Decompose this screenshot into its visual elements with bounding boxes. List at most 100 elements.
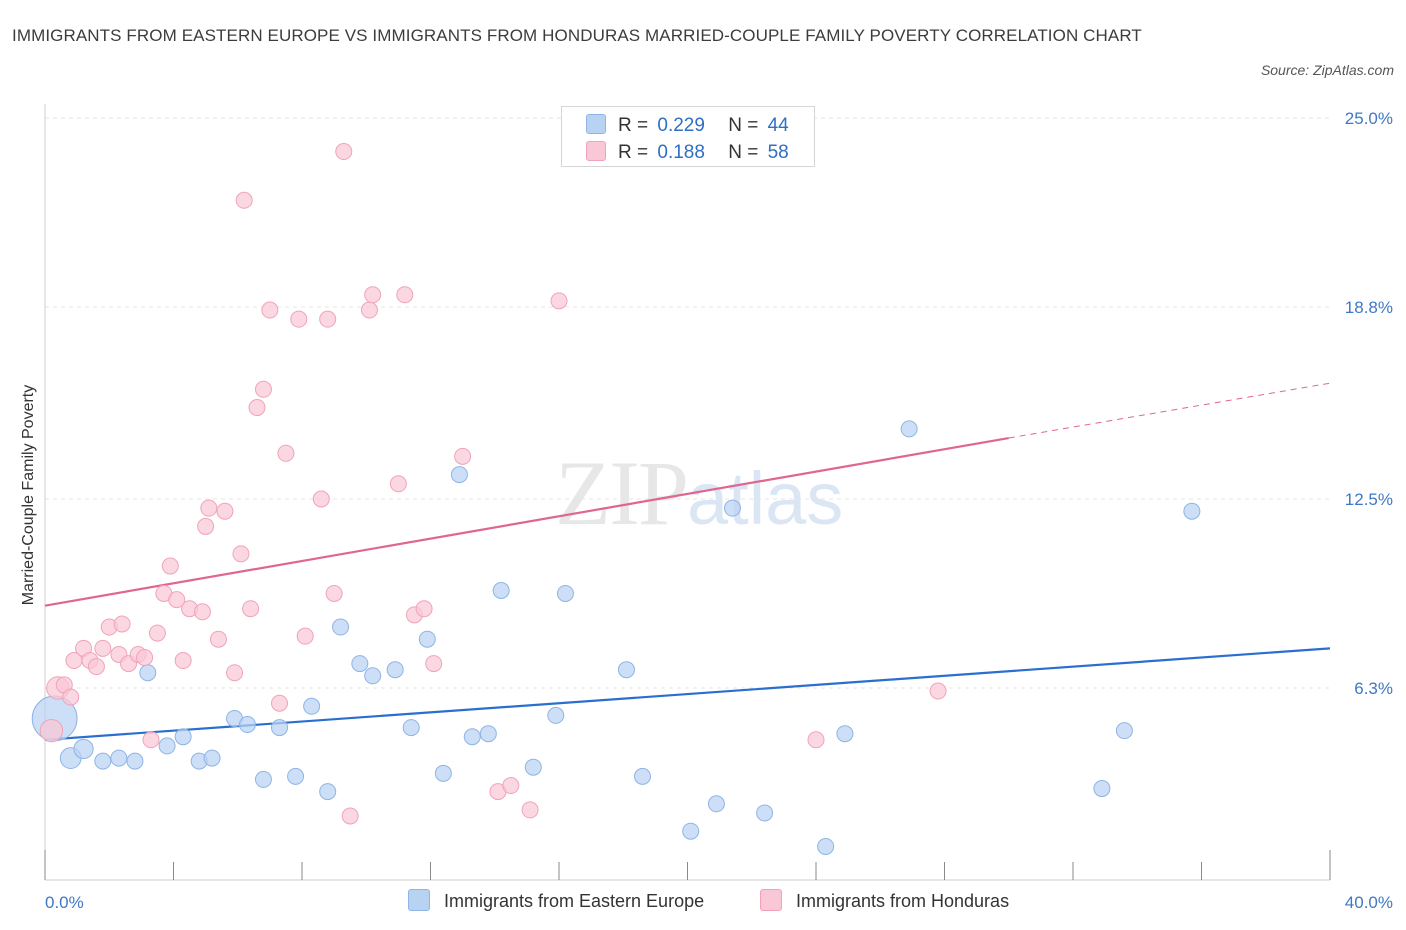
point-eastern-europe (351, 655, 369, 673)
stats-legend: R = 0.229 N = 44 R = 0.188 N = 58 (561, 106, 815, 167)
point-honduras (807, 731, 825, 749)
legend-item-eastern-europe: Immigrants from Eastern Europe (408, 889, 704, 912)
point-eastern-europe (434, 764, 452, 782)
point-honduras (193, 603, 211, 621)
point-eastern-europe (1093, 780, 1111, 798)
trend-line-eastern-europe (44, 647, 1331, 741)
y-tick-label: 25.0% (1345, 109, 1393, 128)
point-honduras (113, 615, 131, 633)
point-eastern-europe (139, 664, 157, 682)
point-eastern-europe (158, 737, 176, 755)
point-honduras (87, 658, 105, 676)
stats-row-honduras: R = 0.188 N = 58 (586, 141, 789, 165)
point-eastern-europe (303, 697, 321, 715)
trend-lines (44, 382, 1331, 741)
point-eastern-europe (450, 466, 468, 484)
point-eastern-europe (73, 738, 94, 760)
legend-item-honduras: Immigrants from Honduras (760, 889, 1009, 912)
point-eastern-europe (203, 749, 221, 767)
point-honduras (242, 600, 260, 618)
point-honduras (136, 648, 154, 666)
point-honduras (216, 502, 234, 520)
point-honduras (271, 694, 289, 712)
point-honduras (142, 731, 160, 749)
r-label: R = (618, 115, 649, 136)
trend-line-honduras-extension (1008, 382, 1331, 439)
point-honduras (364, 286, 382, 304)
point-honduras (521, 801, 539, 819)
axes (44, 104, 1331, 881)
r-value: 0.229 (657, 115, 705, 136)
point-honduras (226, 664, 244, 682)
point-eastern-europe (174, 728, 192, 746)
trend-line-honduras (44, 436, 1009, 607)
legend-label: Immigrants from Honduras (796, 891, 1010, 911)
point-honduras (335, 143, 353, 161)
point-eastern-europe (492, 581, 510, 599)
point-honduras (39, 718, 64, 743)
chart-title: IMMIGRANTS FROM EASTERN EUROPE VS IMMIGR… (12, 26, 1142, 45)
point-honduras (94, 639, 112, 657)
n-value: 44 (767, 115, 789, 136)
legend-swatch-blue (408, 889, 430, 911)
legend-swatch-pink (586, 141, 606, 161)
point-eastern-europe (386, 661, 404, 679)
axis-labels: 6.3% 12.5% 18.8% 25.0% 0.0% 40.0% Married-Coup… (20, 109, 1393, 912)
source-label: Source: ZipAtlas.com (1260, 62, 1394, 78)
point-honduras (232, 545, 250, 563)
point-honduras (325, 584, 343, 602)
point-eastern-europe (1115, 722, 1133, 740)
point-honduras (168, 591, 186, 609)
point-eastern-europe (110, 749, 128, 767)
point-eastern-europe (756, 804, 774, 822)
y-axis-title: Married-Couple Family Poverty (20, 385, 37, 606)
data-points (31, 124, 1201, 855)
point-honduras (319, 310, 337, 328)
point-honduras (312, 490, 330, 508)
point-eastern-europe (364, 667, 382, 685)
point-honduras (425, 655, 443, 673)
point-honduras (396, 286, 414, 304)
point-eastern-europe (682, 822, 700, 840)
point-honduras (261, 301, 279, 319)
point-eastern-europe (94, 752, 112, 770)
point-honduras (290, 310, 308, 328)
point-honduras (415, 600, 433, 618)
point-honduras (148, 624, 166, 642)
point-eastern-europe (126, 752, 144, 770)
point-honduras (209, 630, 227, 648)
point-eastern-europe (707, 795, 725, 813)
x-tick-label: 0.0% (45, 893, 84, 912)
point-eastern-europe (1183, 502, 1201, 520)
point-honduras (550, 292, 568, 310)
legend-label: Immigrants from Eastern Europe (444, 891, 705, 911)
point-honduras (296, 627, 314, 645)
point-eastern-europe (418, 630, 436, 648)
point-eastern-europe (524, 758, 542, 776)
r-value: 0.188 (657, 142, 705, 163)
point-honduras (248, 399, 266, 417)
point-honduras (197, 517, 215, 535)
point-eastern-europe (402, 719, 420, 737)
point-eastern-europe (547, 706, 565, 724)
y-tick-label: 12.5% (1345, 490, 1393, 509)
point-eastern-europe (319, 783, 337, 801)
point-eastern-europe (287, 767, 305, 785)
point-honduras (929, 682, 947, 700)
point-honduras (235, 191, 253, 209)
n-label: N = (728, 115, 759, 136)
r-label: R = (618, 142, 649, 163)
point-eastern-europe (634, 767, 652, 785)
point-honduras (62, 688, 80, 706)
point-honduras (341, 807, 359, 825)
legend-swatch-pink (760, 889, 782, 911)
point-eastern-europe (836, 725, 854, 743)
point-honduras (389, 475, 407, 493)
n-value: 58 (767, 142, 789, 163)
point-honduras (277, 444, 295, 462)
point-eastern-europe (556, 584, 574, 602)
legend-swatch-blue (586, 114, 606, 134)
point-eastern-europe (617, 661, 635, 679)
stats-row-eastern-europe: R = 0.229 N = 44 (586, 114, 789, 138)
point-eastern-europe (463, 728, 481, 746)
